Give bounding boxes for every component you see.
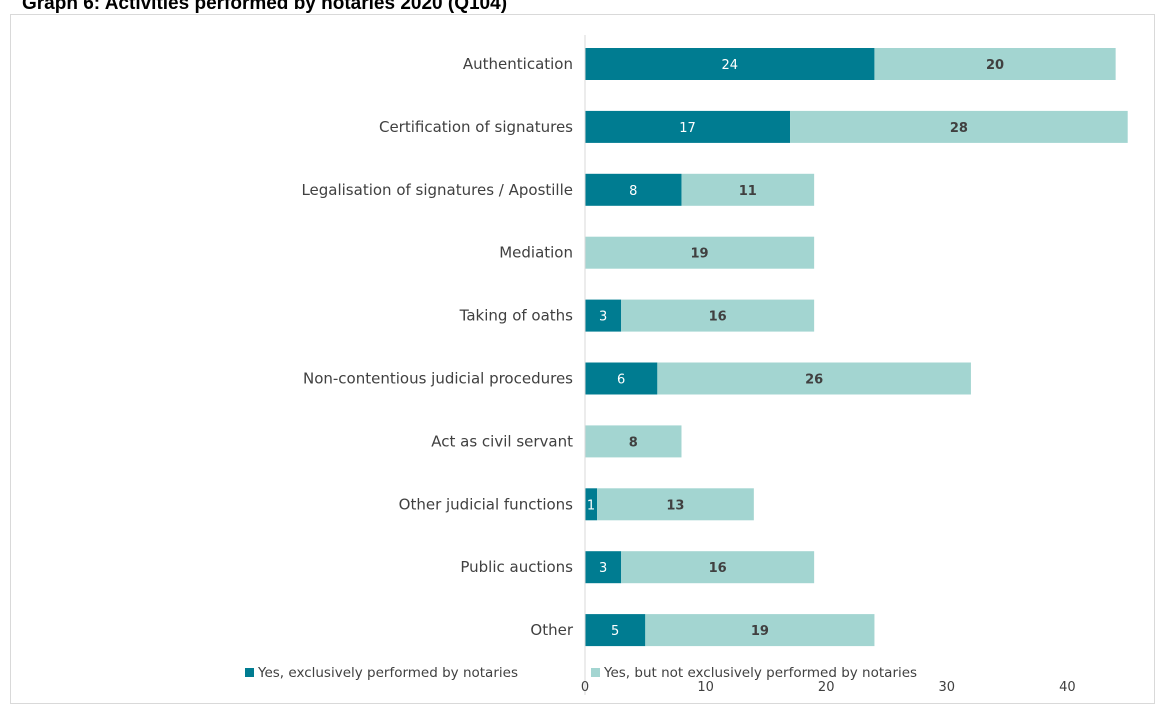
bar-not-exclusive — [621, 299, 815, 332]
data-label-not-exclusive: 13 — [666, 498, 684, 513]
legend-swatch-not-exclusive — [591, 668, 600, 677]
data-label-not-exclusive: 28 — [950, 121, 968, 136]
bar-exclusive — [585, 110, 791, 143]
data-label-exclusive: 3 — [599, 310, 607, 325]
bar-not-exclusive — [585, 236, 815, 269]
category-label: Public auctions — [460, 558, 573, 576]
data-label-not-exclusive: 11 — [739, 184, 757, 199]
bar-exclusive — [585, 362, 658, 395]
data-label-exclusive: 8 — [629, 184, 637, 199]
x-tick-label: 10 — [697, 680, 714, 695]
bar-exclusive — [585, 614, 646, 647]
bar-not-exclusive — [621, 551, 815, 584]
data-label-not-exclusive: 16 — [709, 310, 727, 325]
category-label: Mediation — [499, 244, 573, 262]
x-tick-label: 30 — [939, 680, 956, 695]
bar-exclusive — [585, 488, 598, 521]
category-label: Non-contentious judicial procedures — [303, 370, 573, 388]
x-tick-label: 40 — [1059, 680, 1076, 695]
legend-label-exclusive: Yes, exclusively performed by notaries — [257, 665, 518, 681]
data-label-not-exclusive: 19 — [691, 247, 709, 262]
legend-swatch-exclusive — [245, 668, 254, 677]
data-label-not-exclusive: 8 — [629, 435, 638, 450]
bar-not-exclusive — [597, 488, 754, 521]
data-label-not-exclusive: 16 — [709, 561, 727, 576]
bar-exclusive — [585, 299, 622, 332]
bar-not-exclusive — [874, 48, 1116, 80]
data-label-exclusive: 1 — [587, 498, 595, 513]
x-tick-label: 0 — [581, 680, 589, 695]
data-label-exclusive: 6 — [617, 373, 625, 388]
category-label: Other judicial functions — [399, 495, 574, 513]
category-label: Act as civil servant — [431, 432, 573, 450]
category-label: Authentication — [463, 55, 573, 73]
x-tick-label: 20 — [818, 680, 835, 695]
bar-not-exclusive — [790, 110, 1128, 143]
page-title: Graph 6: Activities performed by notarie… — [22, 0, 508, 14]
category-label: Other — [530, 621, 573, 639]
bar-not-exclusive — [681, 173, 815, 206]
bar-not-exclusive — [645, 614, 875, 647]
category-label: Legalisation of signatures / Apostille — [301, 181, 573, 199]
legend-label-not-exclusive: Yes, but not exclusively performed by no… — [603, 665, 917, 681]
category-label: Certification of signatures — [379, 118, 573, 136]
bar-exclusive — [585, 173, 682, 206]
data-label-exclusive: 17 — [679, 121, 696, 136]
data-label-not-exclusive: 26 — [805, 373, 823, 388]
bar-not-exclusive — [585, 425, 682, 458]
data-label-exclusive: 5 — [611, 624, 619, 639]
bar-exclusive — [585, 48, 875, 80]
data-label-not-exclusive: 19 — [751, 624, 769, 639]
data-label-exclusive: 3 — [599, 561, 607, 576]
bar-exclusive — [585, 551, 622, 584]
category-label: Taking of oaths — [459, 307, 574, 325]
data-label-not-exclusive: 20 — [986, 58, 1004, 73]
bar-not-exclusive — [657, 362, 971, 395]
data-label-exclusive: 24 — [721, 58, 738, 73]
